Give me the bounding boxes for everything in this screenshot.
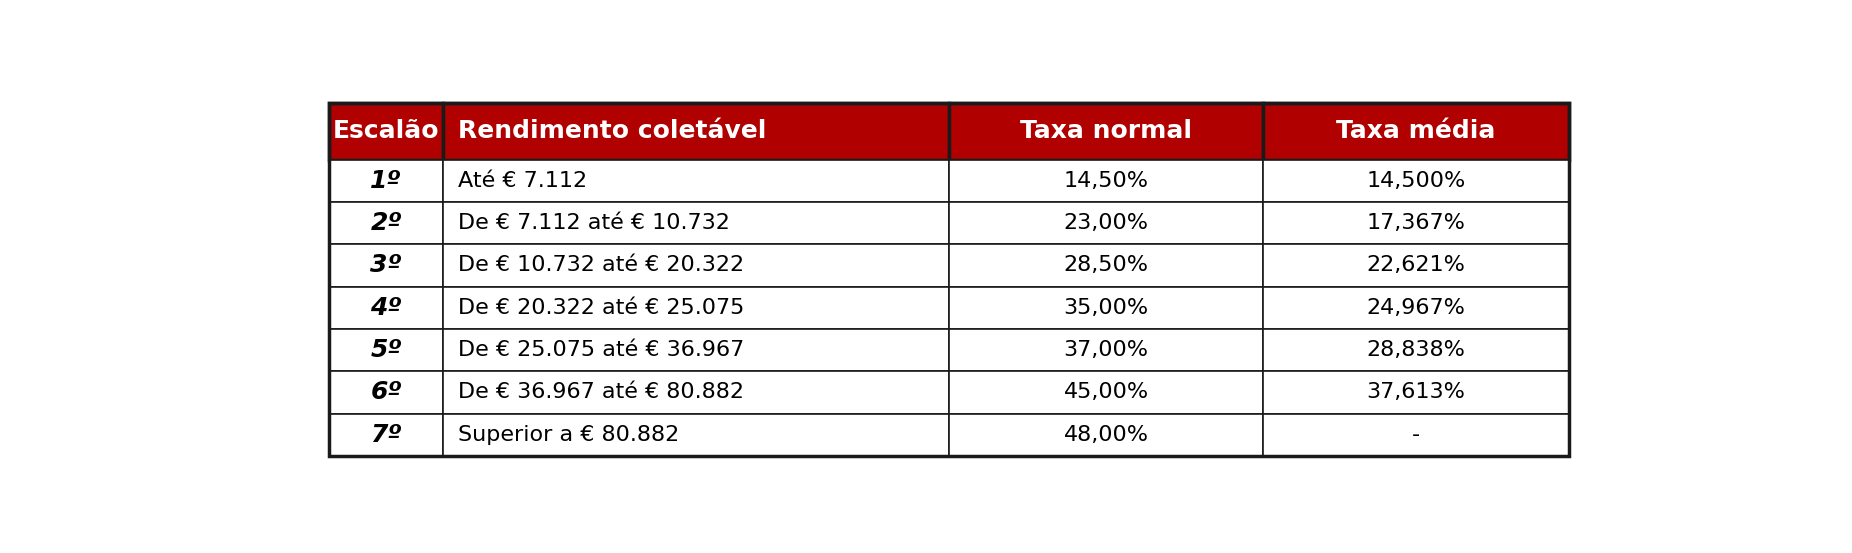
Text: 7º: 7º [370, 423, 402, 447]
Bar [948, 244, 1263, 286]
Bar [948, 371, 1263, 414]
Text: 2º: 2º [370, 211, 402, 235]
Bar [1263, 371, 1569, 414]
Text: 28,50%: 28,50% [1063, 255, 1148, 275]
Text: De € 7.112 até € 10.732: De € 7.112 até € 10.732 [457, 213, 730, 233]
Text: 14,50%: 14,50% [1063, 171, 1148, 191]
Bar [1263, 102, 1569, 159]
Bar [330, 414, 443, 456]
Bar [330, 286, 443, 329]
Bar [330, 329, 443, 371]
Bar [1263, 202, 1569, 244]
Text: 14,500%: 14,500% [1367, 171, 1465, 191]
Text: 48,00%: 48,00% [1063, 425, 1148, 445]
Text: 28,838%: 28,838% [1367, 340, 1465, 360]
Bar [330, 202, 443, 244]
Bar [443, 371, 948, 414]
Bar [443, 202, 948, 244]
Text: 3º: 3º [370, 253, 402, 278]
Bar [1263, 329, 1569, 371]
Text: 17,367%: 17,367% [1367, 213, 1465, 233]
Bar [330, 102, 443, 159]
Text: Até € 7.112: Até € 7.112 [457, 171, 587, 191]
Bar [443, 286, 948, 329]
Text: De € 20.322 até € 25.075: De € 20.322 até € 25.075 [457, 298, 745, 318]
Text: Superior a € 80.882: Superior a € 80.882 [457, 425, 680, 445]
Text: 35,00%: 35,00% [1063, 298, 1148, 318]
Text: De € 10.732 até € 20.322: De € 10.732 até € 20.322 [457, 255, 745, 275]
Bar [948, 414, 1263, 456]
Text: 23,00%: 23,00% [1063, 213, 1148, 233]
Text: Taxa normal: Taxa normal [1020, 119, 1193, 143]
Text: -: - [1411, 425, 1420, 445]
Bar [948, 159, 1263, 202]
Text: 1º: 1º [370, 169, 402, 192]
Bar [443, 244, 948, 286]
Bar [948, 286, 1263, 329]
Bar [1263, 159, 1569, 202]
Bar [1263, 286, 1569, 329]
Text: 22,621%: 22,621% [1367, 255, 1465, 275]
Bar [948, 102, 1263, 159]
Bar [443, 102, 948, 159]
Text: Escalão: Escalão [333, 119, 439, 143]
Text: 37,613%: 37,613% [1367, 383, 1465, 403]
Text: 4º: 4º [370, 296, 402, 320]
Text: 37,00%: 37,00% [1063, 340, 1148, 360]
Bar [330, 371, 443, 414]
Bar [330, 244, 443, 286]
Bar [330, 102, 1569, 456]
Bar [948, 329, 1263, 371]
Bar [330, 159, 443, 202]
Text: 24,967%: 24,967% [1367, 298, 1465, 318]
Text: Rendimento coletável: Rendimento coletável [457, 119, 767, 143]
Text: De € 25.075 até € 36.967: De € 25.075 até € 36.967 [457, 340, 745, 360]
Bar [948, 202, 1263, 244]
Text: Taxa média: Taxa média [1337, 119, 1496, 143]
Text: 45,00%: 45,00% [1063, 383, 1148, 403]
Text: 5º: 5º [370, 338, 402, 362]
Bar [443, 414, 948, 456]
Text: De € 36.967 até € 80.882: De € 36.967 até € 80.882 [457, 383, 743, 403]
Bar [1263, 244, 1569, 286]
Bar [443, 329, 948, 371]
Bar [443, 159, 948, 202]
Bar [1263, 414, 1569, 456]
Text: 6º: 6º [370, 380, 402, 404]
